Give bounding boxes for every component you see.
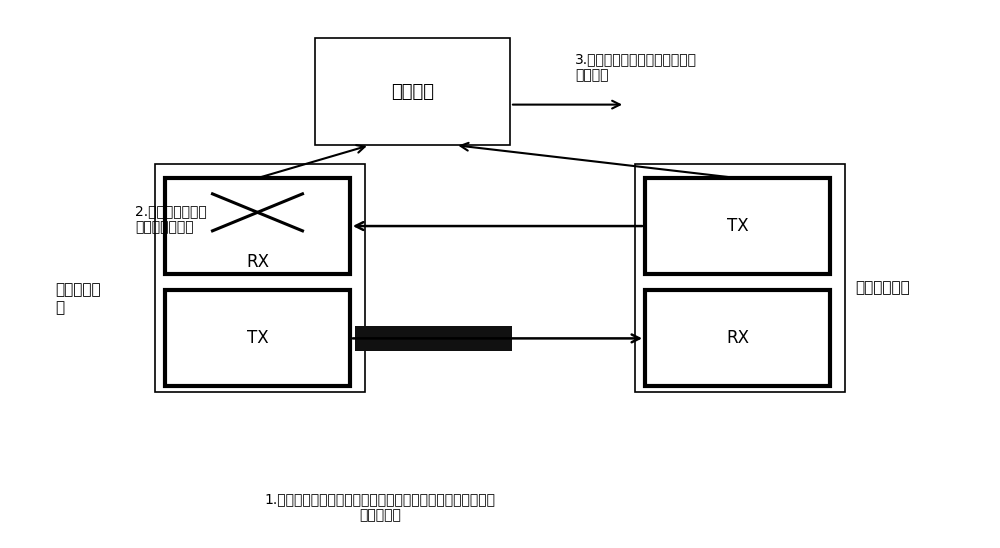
Bar bbox=[355, 326, 512, 351]
Text: 3.通知用户第一通信节点的接收
器件故障: 3.通知用户第一通信节点的接收 器件故障 bbox=[575, 52, 697, 82]
Bar bbox=[315, 38, 510, 145]
Text: TX: TX bbox=[727, 217, 748, 235]
Text: 第二通信节点: 第二通信节点 bbox=[855, 280, 910, 295]
Text: 第一通信节
点: 第一通信节 点 bbox=[55, 282, 101, 315]
Bar bbox=[165, 178, 350, 274]
Bar bbox=[165, 290, 350, 386]
Bar bbox=[155, 164, 365, 392]
Text: RX: RX bbox=[246, 253, 269, 271]
Text: RX: RX bbox=[726, 329, 749, 347]
Bar bbox=[645, 178, 830, 274]
Text: TX: TX bbox=[247, 329, 268, 347]
Text: 2.通知第一通信节
点接收器件故障: 2.通知第一通信节 点接收器件故障 bbox=[135, 204, 207, 235]
Text: 管理节点: 管理节点 bbox=[391, 83, 434, 101]
Text: 1.发送致命事件通告，以通知第二通信节点第一通信节点的接
收器件故障: 1.发送致命事件通告，以通知第二通信节点第一通信节点的接 收器件故障 bbox=[264, 492, 496, 522]
Bar bbox=[645, 290, 830, 386]
Bar bbox=[635, 164, 845, 392]
